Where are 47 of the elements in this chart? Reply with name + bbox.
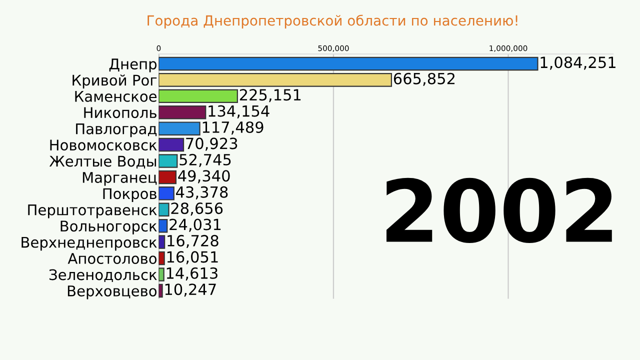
data-label: 10,247 [165,284,216,297]
bar [158,56,538,71]
data-label: 49,340 [178,170,230,184]
data-label: 28,656 [171,202,223,216]
y-tick-label: Новомосковск [50,140,157,151]
data-label: 43,378 [176,186,228,200]
bar [158,73,392,87]
bar [158,186,174,200]
y-tick-label: Перштотравенск [28,204,157,218]
y-tick-label: Павлоград [76,123,157,138]
data-label: 117,489 [202,121,264,135]
y-tick-label: Кривой Рог [72,74,157,89]
bar [158,268,164,282]
chart-title: Города Днепропетровской области по населению! [148,14,518,28]
y-tick-label: Днепр [109,58,157,72]
bar [158,138,184,152]
y-tick-label: Апостолово [68,253,157,264]
data-label: 16,728 [168,234,218,248]
bar [158,105,206,120]
y-tick-label: Каменское [75,91,157,102]
data-label: 14,613 [166,267,218,280]
data-label: 52,745 [180,154,231,167]
bar [158,218,168,233]
bar [158,202,170,217]
bar [158,122,200,136]
data-label: 225,151 [240,89,301,102]
y-tick-label: Зеленодольск [49,269,157,282]
data-label: 16,051 [167,251,218,264]
y-tick-label: Марганец [82,172,157,186]
data-label: 70,923 [186,138,238,151]
y-tick-label: Верховцево [68,286,157,300]
data-label: 24,031 [170,218,221,232]
bar [158,235,166,249]
bar [158,251,165,266]
y-tick-label: Покров [103,188,156,202]
bar [158,284,163,298]
bar [158,89,238,104]
data-label: 1,084,251 [540,56,616,70]
data-label: 134,154 [208,105,270,118]
bar [158,154,178,168]
annotation: 2002 [386,178,612,243]
y-tick-label: Никополь [84,107,156,118]
bar [158,170,177,184]
y-tick-label: Желтые Воды [49,156,156,169]
y-tick-label: Верхнеднепровск [22,236,157,251]
y-tick-label: Вольногорск [60,220,157,234]
data-label: 665,852 [394,72,454,86]
